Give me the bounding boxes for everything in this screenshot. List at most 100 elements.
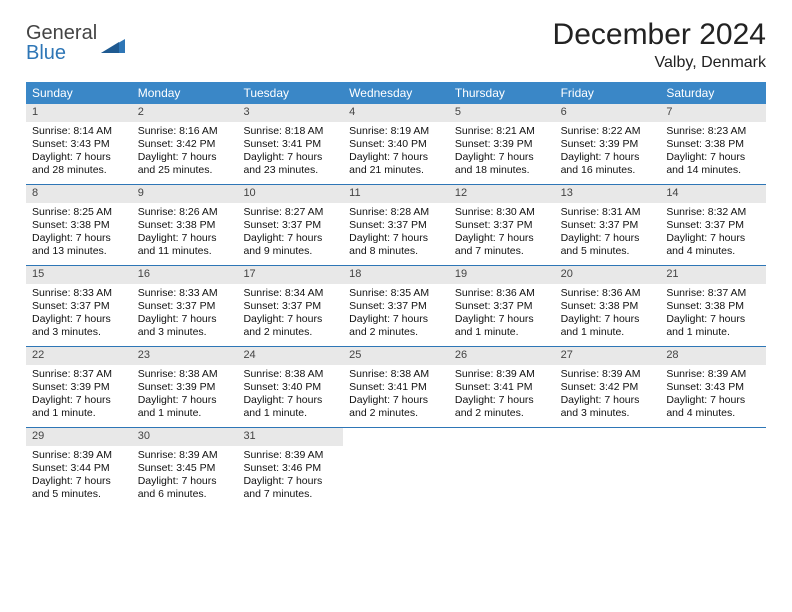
day-cell: 25Sunrise: 8:38 AMSunset: 3:41 PMDayligh…	[343, 347, 449, 427]
day-cell: 26Sunrise: 8:39 AMSunset: 3:41 PMDayligh…	[449, 347, 555, 427]
day-sunrise: Sunrise: 8:19 AM	[349, 125, 443, 138]
week-row: 1Sunrise: 8:14 AMSunset: 3:43 PMDaylight…	[26, 104, 766, 185]
day-body: Sunrise: 8:36 AMSunset: 3:37 PMDaylight:…	[449, 287, 555, 340]
day-day2: and 3 minutes.	[561, 407, 655, 420]
title-block: December 2024 Valby, Denmark	[553, 18, 766, 72]
day-sunset: Sunset: 3:41 PM	[243, 138, 337, 151]
month-title: December 2024	[553, 18, 766, 52]
day-body: Sunrise: 8:36 AMSunset: 3:38 PMDaylight:…	[555, 287, 661, 340]
day-sunset: Sunset: 3:43 PM	[666, 381, 760, 394]
day-day2: and 7 minutes.	[455, 245, 549, 258]
day-number: 3	[237, 104, 343, 122]
day-day1: Daylight: 7 hours	[455, 313, 549, 326]
day-day2: and 7 minutes.	[243, 488, 337, 501]
day-body: Sunrise: 8:35 AMSunset: 3:37 PMDaylight:…	[343, 287, 449, 340]
day-day1: Daylight: 7 hours	[138, 313, 232, 326]
day-sunrise: Sunrise: 8:38 AM	[138, 368, 232, 381]
day-day1: Daylight: 7 hours	[666, 313, 760, 326]
day-day1: Daylight: 7 hours	[243, 151, 337, 164]
day-cell: 19 Sunrise: 8:36 AMSunset: 3:37 PMDayligh…	[449, 266, 555, 346]
dow-cell: Friday	[555, 82, 661, 104]
day-cell: 28Sunrise: 8:39 AMSunset: 3:43 PMDayligh…	[660, 347, 766, 427]
day-sunrise: Sunrise: 8:38 AM	[243, 368, 337, 381]
day-sunrise: Sunrise: 8:32 AM	[666, 206, 760, 219]
day-sunset: Sunset: 3:37 PM	[243, 300, 337, 313]
day-number: 15	[26, 266, 132, 284]
day-cell: 12Sunrise: 8:30 AMSunset: 3:37 PMDayligh…	[449, 185, 555, 265]
day-day1: Daylight: 7 hours	[32, 232, 126, 245]
day-sunset: Sunset: 3:41 PM	[349, 381, 443, 394]
day-day1: Daylight: 7 hours	[138, 151, 232, 164]
day-body: Sunrise: 8:38 AMSunset: 3:40 PMDaylight:…	[237, 368, 343, 421]
day-sunrise: Sunrise: 8:39 AM	[561, 368, 655, 381]
day-body: Sunrise: 8:19 AMSunset: 3:40 PMDaylight:…	[343, 125, 449, 178]
day-day1: Daylight: 7 hours	[32, 475, 126, 488]
day-day2: and 4 minutes.	[666, 407, 760, 420]
day-sunset: Sunset: 3:43 PM	[32, 138, 126, 151]
day-number: 5	[449, 104, 555, 122]
day-sunrise: Sunrise: 8:33 AM	[32, 287, 126, 300]
day-day1: Daylight: 7 hours	[666, 394, 760, 407]
week-row: 8 Sunrise: 8:25 AMSunset: 3:38 PMDaylight…	[26, 185, 766, 266]
day-body: Sunrise: 8:27 AMSunset: 3:37 PMDaylight:…	[237, 206, 343, 259]
day-sunset: Sunset: 3:40 PM	[243, 381, 337, 394]
day-body: Sunrise: 8:26 AMSunset: 3:38 PMDaylight:…	[132, 206, 238, 259]
calendar-grid: SundayMondayTuesdayWednesdayThursdayFrid…	[26, 82, 766, 508]
day-sunrise: Sunrise: 8:30 AM	[455, 206, 549, 219]
day-number: 14	[660, 185, 766, 203]
day-body: Sunrise: 8:23 AMSunset: 3:38 PMDaylight:…	[660, 125, 766, 178]
day-number: 22	[26, 347, 132, 365]
day-number: 21	[660, 266, 766, 284]
day-sunrise: Sunrise: 8:39 AM	[32, 449, 126, 462]
day-sunset: Sunset: 3:40 PM	[349, 138, 443, 151]
day-day1: Daylight: 7 hours	[32, 313, 126, 326]
logo-triangle-icon	[101, 35, 125, 53]
day-number: 8	[26, 185, 132, 203]
day-cell	[449, 428, 555, 508]
day-body: Sunrise: 8:25 AMSunset: 3:38 PMDaylight:…	[26, 206, 132, 259]
day-cell: 4 Sunrise: 8:19 AMSunset: 3:40 PMDaylight…	[343, 104, 449, 184]
day-sunset: Sunset: 3:46 PM	[243, 462, 337, 475]
day-day1: Daylight: 7 hours	[32, 394, 126, 407]
day-sunset: Sunset: 3:37 PM	[349, 219, 443, 232]
day-cell: 29Sunrise: 8:39 AMSunset: 3:44 PMDayligh…	[26, 428, 132, 508]
week-row: 22Sunrise: 8:37 AMSunset: 3:39 PMDayligh…	[26, 347, 766, 428]
day-cell: 13Sunrise: 8:31 AMSunset: 3:37 PMDayligh…	[555, 185, 661, 265]
dow-cell: Tuesday	[237, 82, 343, 104]
day-sunset: Sunset: 3:39 PM	[32, 381, 126, 394]
day-day1: Daylight: 7 hours	[243, 232, 337, 245]
day-sunrise: Sunrise: 8:18 AM	[243, 125, 337, 138]
day-number: 19	[449, 266, 555, 284]
day-day2: and 1 minute.	[455, 326, 549, 339]
day-cell: 17Sunrise: 8:34 AMSunset: 3:37 PMDayligh…	[237, 266, 343, 346]
day-number: 20	[555, 266, 661, 284]
day-sunset: Sunset: 3:37 PM	[561, 219, 655, 232]
day-number: 4	[343, 104, 449, 122]
day-cell: 23Sunrise: 8:38 AMSunset: 3:39 PMDayligh…	[132, 347, 238, 427]
day-day2: and 2 minutes.	[349, 407, 443, 420]
day-cell: 22Sunrise: 8:37 AMSunset: 3:39 PMDayligh…	[26, 347, 132, 427]
day-cell: 8 Sunrise: 8:25 AMSunset: 3:38 PMDaylight…	[26, 185, 132, 265]
day-day1: Daylight: 7 hours	[243, 313, 337, 326]
day-body: Sunrise: 8:39 AMSunset: 3:41 PMDaylight:…	[449, 368, 555, 421]
day-cell	[660, 428, 766, 508]
day-day1: Daylight: 7 hours	[561, 394, 655, 407]
day-sunrise: Sunrise: 8:16 AM	[138, 125, 232, 138]
day-body: Sunrise: 8:16 AMSunset: 3:42 PMDaylight:…	[132, 125, 238, 178]
day-sunrise: Sunrise: 8:23 AM	[666, 125, 760, 138]
day-cell: 16Sunrise: 8:33 AMSunset: 3:37 PMDayligh…	[132, 266, 238, 346]
day-cell: 6Sunrise: 8:22 AMSunset: 3:39 PMDaylight…	[555, 104, 661, 184]
day-sunrise: Sunrise: 8:37 AM	[666, 287, 760, 300]
day-sunrise: Sunrise: 8:39 AM	[138, 449, 232, 462]
day-day1: Daylight: 7 hours	[666, 151, 760, 164]
day-body: Sunrise: 8:39 AMSunset: 3:45 PMDaylight:…	[132, 449, 238, 502]
day-day1: Daylight: 7 hours	[666, 232, 760, 245]
day-day1: Daylight: 7 hours	[138, 394, 232, 407]
day-sunrise: Sunrise: 8:26 AM	[138, 206, 232, 219]
day-number: 11	[343, 185, 449, 203]
day-sunset: Sunset: 3:42 PM	[138, 138, 232, 151]
day-number: 10	[237, 185, 343, 203]
week-row: 29Sunrise: 8:39 AMSunset: 3:44 PMDayligh…	[26, 428, 766, 508]
day-sunset: Sunset: 3:38 PM	[561, 300, 655, 313]
calendar-page: General Blue December 2024 Valby, Denmar…	[0, 0, 792, 612]
